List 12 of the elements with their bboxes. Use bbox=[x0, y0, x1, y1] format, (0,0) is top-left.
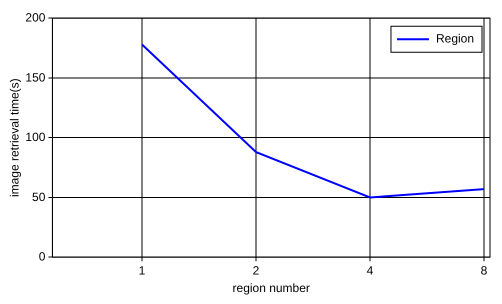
x-tick-label: 1 bbox=[138, 264, 146, 278]
y-tick-label: 50 bbox=[32, 190, 46, 204]
y-tick-label: 150 bbox=[25, 70, 46, 84]
x-tick-label: 4 bbox=[366, 264, 374, 278]
y-tick-label: 0 bbox=[38, 250, 46, 264]
y-axis-title: image retrieval time(s) bbox=[8, 78, 22, 198]
y-tick-label: 100 bbox=[25, 130, 46, 144]
y-tick-label: 200 bbox=[25, 10, 46, 25]
x-axis-title: region number bbox=[232, 281, 310, 296]
legend-label: Region bbox=[436, 32, 474, 46]
x-tick-label: 2 bbox=[252, 264, 260, 278]
x-tick-label: 8 bbox=[480, 264, 488, 278]
